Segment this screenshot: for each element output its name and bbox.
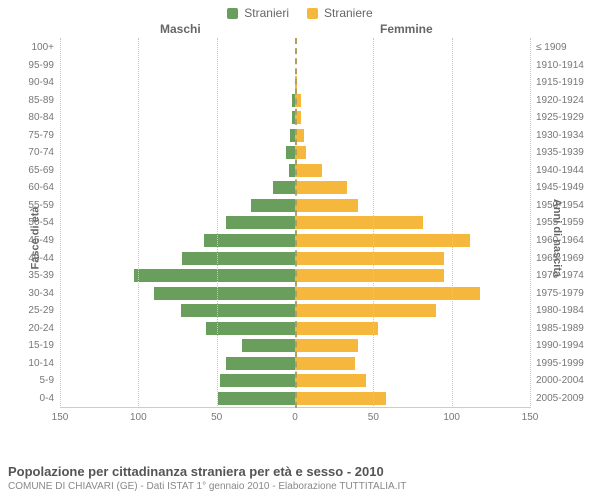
birth-year-label: ≤ 1909 xyxy=(530,40,567,55)
grid-line xyxy=(452,38,453,408)
age-label: 65-69 xyxy=(28,163,60,178)
bar-female xyxy=(295,269,444,282)
age-label: 100+ xyxy=(31,40,60,55)
age-label: 0-4 xyxy=(40,391,60,406)
bar-female xyxy=(295,216,423,229)
x-axis: 15010050050100150 xyxy=(60,412,530,426)
age-label: 35-39 xyxy=(28,268,60,283)
age-label: 15-19 xyxy=(28,338,60,353)
swatch-male xyxy=(227,8,238,19)
grid-line xyxy=(217,38,218,408)
bar-female xyxy=(295,304,436,317)
bar-male xyxy=(286,146,295,159)
age-label: 10-14 xyxy=(28,356,60,371)
age-label: 60-64 xyxy=(28,180,60,195)
x-tick-label: 50 xyxy=(211,412,222,423)
header-female: Femmine xyxy=(380,22,433,36)
birth-year-label: 1980-1984 xyxy=(530,303,584,318)
bar-male xyxy=(218,392,295,405)
column-headers: Maschi Femmine xyxy=(0,22,600,38)
bar-female xyxy=(295,357,355,370)
swatch-female xyxy=(307,8,318,19)
birth-year-label: 1995-1999 xyxy=(530,356,584,371)
center-divider xyxy=(295,38,297,408)
age-label: 70-74 xyxy=(28,145,60,160)
x-tick-label: 150 xyxy=(522,412,539,423)
grid-line xyxy=(60,38,61,408)
age-label: 95-99 xyxy=(28,58,60,73)
bar-male xyxy=(181,304,295,317)
grid-line xyxy=(530,38,531,408)
header-male: Maschi xyxy=(160,22,201,36)
birth-year-label: 1915-1919 xyxy=(530,75,584,90)
legend: Stranieri Straniere xyxy=(0,0,600,22)
bar-male xyxy=(206,322,295,335)
age-label: 85-89 xyxy=(28,93,60,108)
bar-female xyxy=(295,252,444,265)
plot-area: 100+≤ 190995-991910-191490-941915-191985… xyxy=(60,38,530,408)
birth-year-label: 1935-1939 xyxy=(530,145,584,160)
x-tick-label: 100 xyxy=(443,412,460,423)
birth-year-label: 1985-1989 xyxy=(530,321,584,336)
bar-female xyxy=(295,322,378,335)
bar-male xyxy=(182,252,295,265)
age-label: 50-54 xyxy=(28,215,60,230)
age-label: 80-84 xyxy=(28,110,60,125)
bar-female xyxy=(295,199,358,212)
x-tick-label: 50 xyxy=(368,412,379,423)
birth-year-label: 1960-1964 xyxy=(530,233,584,248)
birth-year-label: 2000-2004 xyxy=(530,373,584,388)
grid-line xyxy=(373,38,374,408)
legend-item-male: Stranieri xyxy=(227,6,289,20)
bar-female xyxy=(295,374,366,387)
birth-year-label: 1970-1974 xyxy=(530,268,584,283)
age-label: 5-9 xyxy=(40,373,60,388)
age-label: 40-44 xyxy=(28,251,60,266)
birth-year-label: 1965-1969 xyxy=(530,251,584,266)
birth-year-label: 1940-1944 xyxy=(530,163,584,178)
bar-male xyxy=(273,181,295,194)
bar-female xyxy=(295,392,386,405)
birth-year-label: 1950-1954 xyxy=(530,198,584,213)
birth-year-label: 1975-1979 xyxy=(530,286,584,301)
age-label: 45-49 xyxy=(28,233,60,248)
age-label: 20-24 xyxy=(28,321,60,336)
bar-male xyxy=(242,339,295,352)
age-label: 75-79 xyxy=(28,128,60,143)
bar-male xyxy=(226,216,295,229)
birth-year-label: 1930-1934 xyxy=(530,128,584,143)
bar-female xyxy=(295,164,322,177)
birth-year-label: 1925-1929 xyxy=(530,110,584,125)
x-tick-label: 100 xyxy=(130,412,147,423)
population-pyramid: Fasce di età Anni di nascita 100+≤ 19099… xyxy=(0,38,600,438)
birth-year-label: 1945-1949 xyxy=(530,180,584,195)
age-label: 90-94 xyxy=(28,75,60,90)
bar-male xyxy=(154,287,295,300)
bar-female xyxy=(295,339,358,352)
bar-male xyxy=(251,199,295,212)
birth-year-label: 1920-1924 xyxy=(530,93,584,108)
bar-male xyxy=(134,269,295,282)
bar-male xyxy=(226,357,295,370)
grid-line xyxy=(138,38,139,408)
chart-footer: Popolazione per cittadinanza straniera p… xyxy=(8,464,592,492)
age-label: 25-29 xyxy=(28,303,60,318)
birth-year-label: 2005-2009 xyxy=(530,391,584,406)
bar-female xyxy=(295,234,470,247)
birth-year-label: 1955-1959 xyxy=(530,215,584,230)
chart-subtitle: COMUNE DI CHIAVARI (GE) - Dati ISTAT 1° … xyxy=(8,481,592,492)
legend-label-male: Stranieri xyxy=(244,6,289,20)
bar-female xyxy=(295,181,347,194)
age-label: 30-34 xyxy=(28,286,60,301)
birth-year-label: 1990-1994 xyxy=(530,338,584,353)
legend-label-female: Straniere xyxy=(324,6,373,20)
bar-male xyxy=(204,234,295,247)
x-tick-label: 0 xyxy=(292,412,298,423)
age-label: 55-59 xyxy=(28,198,60,213)
birth-year-label: 1910-1914 xyxy=(530,58,584,73)
x-tick-label: 150 xyxy=(52,412,69,423)
legend-item-female: Straniere xyxy=(307,6,373,20)
chart-title: Popolazione per cittadinanza straniera p… xyxy=(8,464,592,479)
bar-male xyxy=(220,374,295,387)
